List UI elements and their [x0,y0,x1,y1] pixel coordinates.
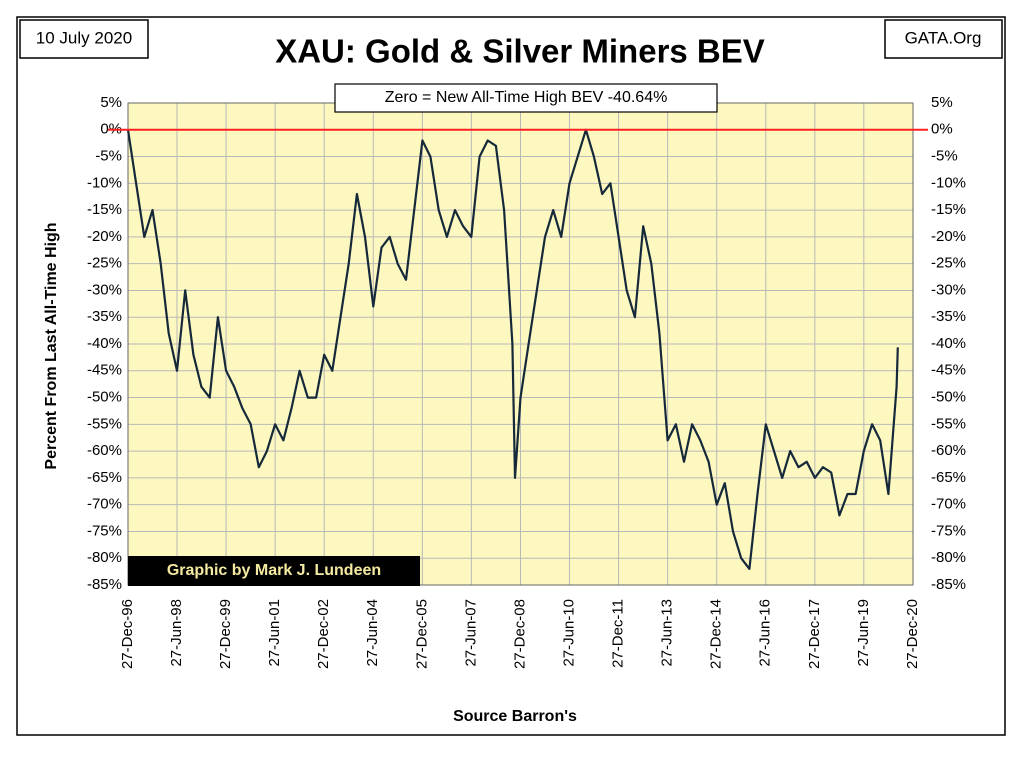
y2-tick-label: 0% [931,121,953,138]
y2-tick-label: -5% [931,148,958,165]
x-tick-label: 27-Dec-96 [119,599,136,669]
x-tick-label: 27-Jun-98 [168,599,185,667]
y2-tick-label: -20% [931,228,966,245]
y2-tick-label: -45% [931,362,966,379]
y-tick-label: -70% [87,496,122,513]
y2-tick-label: -80% [931,549,966,566]
x-tick-label: 27-Dec-17 [806,599,823,669]
y2-tick-label: -10% [931,174,966,191]
y-tick-label: -45% [87,362,122,379]
x-axis-label: Source Barron's [453,708,577,725]
x-tick-label: 27-Dec-02 [315,599,332,669]
y-tick-label: -40% [87,335,122,352]
x-tick-label: 27-Jun-01 [266,599,283,667]
x-tick-label: 27-Jun-13 [659,599,676,667]
y2-tick-label: -65% [931,469,966,486]
x-tick-label: 27-Jun-10 [560,599,577,667]
x-tick-label: 27-Jun-16 [757,599,774,667]
y-tick-label: 5% [100,94,122,111]
date-box [19,19,149,59]
x-tick-label: 27-Dec-20 [904,599,921,669]
y2-tick-label: -85% [931,576,966,593]
data-line [126,128,899,570]
y-tick-label: -75% [87,522,122,539]
y-tick-label: -10% [87,174,122,191]
x-tick-label: 27-Jun-19 [855,599,872,667]
y-tick-label: -25% [87,255,122,272]
y-tick-label: -80% [87,549,122,566]
annotation: Zero = New All-Time High BEV -40.64% [385,89,668,106]
y2-tick-label: 5% [931,94,953,111]
x-tick-label: 27-Jun-07 [462,599,479,667]
y-tick-label: -30% [87,281,122,298]
x-tick-label: 27-Dec-99 [217,599,234,669]
chart-title: XAU: Gold & Silver Miners BEV [275,33,765,70]
y2-tick-label: -40% [931,335,966,352]
y-tick-label: -60% [87,442,122,459]
y-tick-label: -50% [87,389,122,406]
y2-tick-label: -55% [931,415,966,432]
x-tick-label: 27-Dec-14 [708,599,725,669]
y2-tick-label: -15% [931,201,966,218]
x-tick-label: 27-Jun-04 [364,599,381,667]
y-tick-label: -35% [87,308,122,325]
annotation-box [334,83,718,113]
y-tick-label: -55% [87,415,122,432]
credit: Graphic by Mark J. Lundeen [167,562,381,579]
y-tick-label: -85% [87,576,122,593]
x-tick-label: 27-Dec-05 [413,599,430,669]
credit-box [128,556,420,586]
y2-tick-label: -30% [931,281,966,298]
date-label: 10 July 2020 [36,28,132,47]
y2-tick-label: -70% [931,496,966,513]
plot: 5% 5%0% 0%-5% -5%-10% -10%-15% -15%-20% -20%-2… [87,94,966,669]
y2-tick-label: -35% [931,308,966,325]
y-tick-label: -15% [87,201,122,218]
x-tick-label: 27-Dec-11 [610,599,627,668]
y2-tick-label: -60% [931,442,966,459]
y-tick-label: -5% [95,148,122,165]
y-axis-label: Percent From Last All-Time High [43,222,60,469]
y2-tick-label: -50% [931,389,966,406]
source-site: GATA.Org [905,28,982,47]
y-tick-label: -65% [87,469,122,486]
y-tick-label: -20% [87,228,122,245]
y2-tick-label: -75% [931,522,966,539]
x-tick-label: 27-Dec-08 [511,599,528,669]
y2-tick-label: -25% [931,255,966,272]
source-box [884,19,1003,59]
